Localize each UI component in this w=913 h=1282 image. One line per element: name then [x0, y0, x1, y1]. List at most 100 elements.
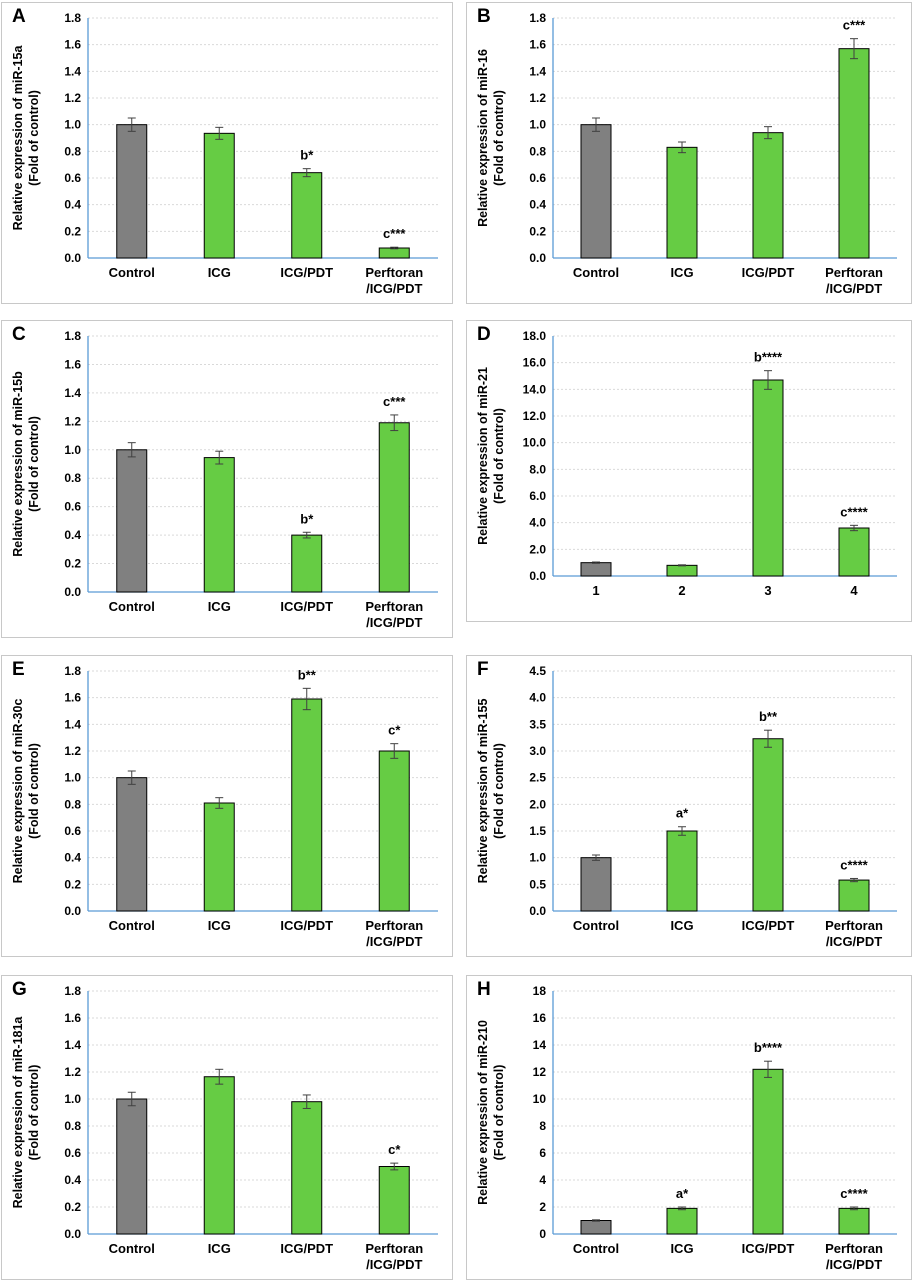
x-tick-label: ICG/PDT [280, 918, 333, 933]
y-tick-label: 1.0 [64, 118, 81, 132]
significance-label: c*** [843, 18, 866, 33]
bar [838, 48, 870, 259]
chart-g: 0.0 0.2 0.4 0.6 0.8 1.0 1.2 1.4 1.6 1.8 Relative e… [11, 984, 438, 1272]
x-tick-label: Control [573, 918, 619, 933]
bar [116, 124, 148, 259]
y-tick-label: 6.0 [529, 489, 546, 503]
x-tick-label: ICG [208, 1241, 231, 1256]
y-tick-label: 0.2 [529, 224, 546, 238]
x-tick-label: ICG [670, 1241, 693, 1256]
bar [378, 247, 410, 259]
panel-letter-h: H [477, 979, 491, 1000]
x-tick-label: ICG [208, 599, 231, 614]
y-tick-label: 0.5 [529, 877, 546, 891]
bar [666, 146, 698, 259]
y-tick-label: 4.0 [529, 516, 546, 530]
panel-letter-e: E [12, 659, 25, 680]
y-tick-label: 1.0 [64, 443, 81, 457]
bar [203, 1076, 235, 1235]
y-axis-subtitle: (Fold of control) [492, 1065, 506, 1161]
y-tick-label: 1.4 [64, 386, 81, 400]
y-tick-label: 1.4 [64, 717, 81, 731]
y-tick-label: 1.2 [64, 744, 81, 758]
y-tick-label: 1.2 [529, 91, 546, 105]
y-tick-label: 0.2 [64, 224, 81, 238]
y-tick-label: 1.0 [64, 771, 81, 785]
x-tick-label: /ICG/PDT [826, 281, 882, 296]
y-tick-label: 0.2 [64, 877, 81, 891]
significance-label: b** [759, 709, 778, 724]
y-axis-title: Relative expression of miR-210 [476, 1020, 490, 1205]
significance-label: c* [388, 723, 401, 738]
y-tick-label: 8.0 [529, 462, 546, 476]
bar [666, 1207, 698, 1235]
y-tick-label: 0.8 [64, 144, 81, 158]
y-axis-subtitle: (Fold of control) [27, 743, 41, 839]
bar [291, 534, 323, 593]
y-tick-label: 6 [539, 1146, 546, 1160]
y-axis-title: Relative expression of miR-16 [476, 49, 490, 227]
y-axis-subtitle: (Fold of control) [492, 743, 506, 839]
panel-b: B 0.0 0.2 0.4 0.6 0.8 1.0 1.2 1.4 1.6 1.8 Relative… [466, 2, 912, 304]
bar [203, 457, 235, 593]
y-tick-label: 1.6 [529, 38, 546, 52]
y-tick-label: 0 [539, 1227, 546, 1241]
significance-label: c* [388, 1142, 401, 1157]
y-axis-subtitle: (Fold of control) [492, 408, 506, 504]
panel-d: D 0.0 2.0 4.0 6.0 8.0 10.0 12.0 14.0 16.0 18.0 Rel… [466, 320, 912, 622]
x-tick-label: 1 [592, 583, 599, 598]
y-axis-title: Relative expression of miR-30c [11, 699, 25, 884]
y-tick-label: 2.0 [529, 797, 546, 811]
y-tick-label: 3.0 [529, 744, 546, 758]
panel-letter-d: D [477, 324, 491, 345]
x-tick-label: ICG [670, 265, 693, 280]
y-axis-title: Relative expression of miR-181a [11, 1016, 25, 1209]
x-tick-label: /ICG/PDT [366, 615, 422, 630]
y-tick-label: 0.0 [64, 1227, 81, 1241]
x-tick-label: /ICG/PDT [366, 1257, 422, 1272]
bar [666, 564, 698, 577]
chart-d: 0.0 2.0 4.0 6.0 8.0 10.0 12.0 14.0 16.0 18.0 Relat… [476, 329, 897, 598]
y-tick-label: 0.8 [529, 144, 546, 158]
y-axis-title: Relative expression of miR-15b [11, 371, 25, 557]
bar [378, 750, 410, 912]
y-tick-label: 2 [539, 1200, 546, 1214]
y-tick-label: 0.0 [529, 251, 546, 265]
panel-c: C 0.0 0.2 0.4 0.6 0.8 1.0 1.2 1.4 1.6 1.8 Relative… [1, 320, 453, 638]
x-tick-label: 4 [850, 583, 858, 598]
y-tick-label: 1.8 [64, 329, 81, 343]
x-tick-label: Perftoran [365, 1241, 423, 1256]
y-tick-label: 12 [533, 1065, 547, 1079]
significance-label: a* [676, 806, 689, 821]
y-tick-label: 1.8 [64, 984, 81, 998]
bar [752, 132, 784, 259]
bar [203, 132, 235, 259]
y-tick-label: 18.0 [523, 329, 547, 343]
bar [203, 802, 235, 912]
bar [838, 879, 870, 912]
chart-b: 0.0 0.2 0.4 0.6 0.8 1.0 1.2 1.4 1.6 1.8 Relative e… [476, 11, 897, 296]
significance-label: b**** [754, 1040, 783, 1055]
panel-letter-f: F [477, 659, 489, 680]
x-tick-label: Control [109, 599, 155, 614]
y-tick-label: 4 [539, 1173, 546, 1187]
bar [378, 1166, 410, 1235]
y-tick-label: 0.2 [64, 1200, 81, 1214]
x-tick-label: /ICG/PDT [366, 934, 422, 949]
y-tick-label: 0.0 [64, 251, 81, 265]
y-tick-label: 0.4 [529, 198, 546, 212]
significance-label: b**** [754, 350, 783, 365]
y-tick-label: 0.8 [64, 471, 81, 485]
y-axis-subtitle: (Fold of control) [27, 1065, 41, 1161]
y-tick-label: 1.2 [64, 414, 81, 428]
x-tick-label: ICG [208, 265, 231, 280]
chart-h: 0 2 4 6 8 10 12 14 16 18 Relative expression of mi… [476, 984, 897, 1272]
y-tick-label: 1.2 [64, 1065, 81, 1079]
y-tick-label: 0.2 [64, 557, 81, 571]
x-tick-label: Perftoran [365, 599, 423, 614]
y-tick-label: 14 [533, 1038, 547, 1052]
x-tick-label: Perftoran [365, 918, 423, 933]
x-tick-label: ICG/PDT [280, 599, 333, 614]
panel-letter-b: B [477, 6, 491, 27]
significance-label: a* [676, 1186, 689, 1201]
